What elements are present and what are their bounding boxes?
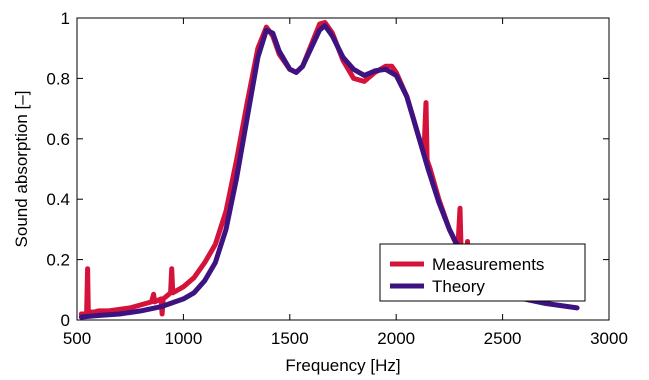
tick-labels: 500 1000 1500 2000 2500 3000 0 0.2 0.4 0.6 0.8 1 — [46, 9, 628, 348]
x-axis-label: Frequency [Hz] — [285, 356, 400, 375]
x-tick-label: 2500 — [484, 329, 522, 348]
y-tick-label: 0.4 — [46, 190, 70, 209]
y-axis-label: Sound absorption [–] — [12, 91, 31, 248]
legend-box — [379, 243, 586, 302]
x-tick-label: 1000 — [164, 329, 202, 348]
plot-frame — [76, 17, 610, 321]
x-tick-label: 3000 — [590, 329, 628, 348]
y-tick-label: 0.2 — [46, 251, 70, 270]
y-tick-label: 0 — [61, 311, 70, 330]
y-tick-label: 0.8 — [46, 69, 70, 88]
legend-label-measurements: Measurements — [432, 255, 544, 274]
x-tick-label: 1500 — [271, 329, 309, 348]
legend: Measurements Theory — [379, 243, 586, 302]
legend-label-theory: Theory — [432, 277, 485, 296]
x-tick-label: 500 — [63, 329, 91, 348]
x-tick-label: 2000 — [377, 329, 415, 348]
y-tick-label: 1 — [61, 9, 70, 28]
y-tick-label: 0.6 — [46, 130, 70, 149]
